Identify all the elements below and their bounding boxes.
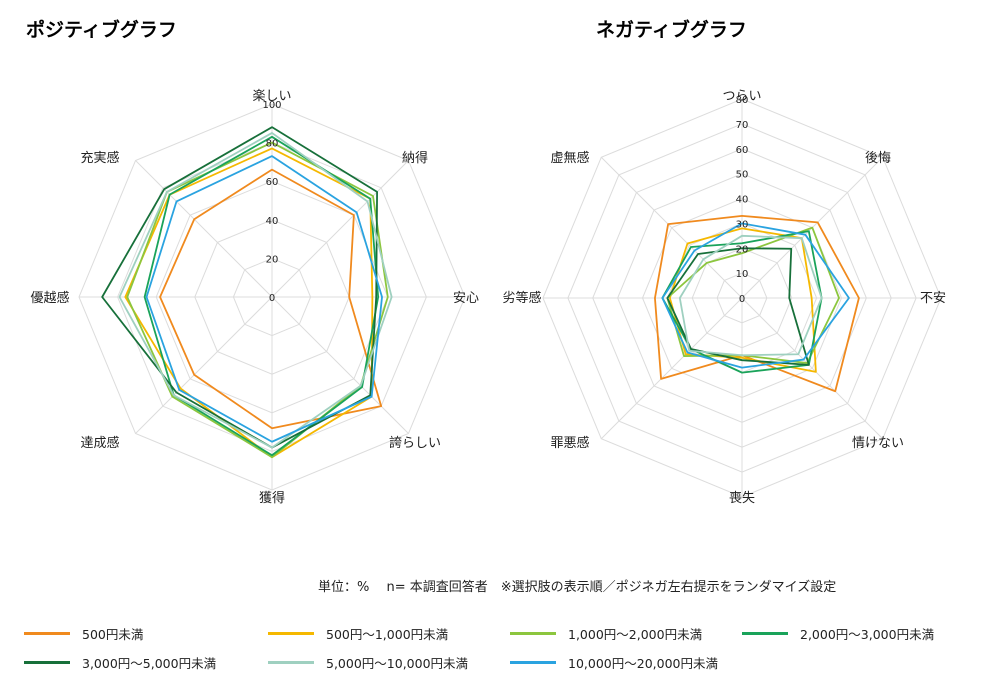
tick-label: 60 xyxy=(266,177,279,188)
axis-label: つらい xyxy=(722,89,761,104)
grid-spoke xyxy=(271,160,409,298)
tick-label: 80 xyxy=(736,95,749,106)
axis-label: 楽しい xyxy=(252,88,291,104)
legend-swatch xyxy=(268,631,314,635)
axis-label: 喪失 xyxy=(729,491,755,506)
tick-label: 20 xyxy=(266,254,279,265)
tick-label: 20 xyxy=(736,244,749,255)
series-line-2 xyxy=(668,227,817,373)
series-line-4 xyxy=(661,230,823,374)
legend-item: 3,000円〜5,000円未満 xyxy=(24,654,217,671)
tick-label: 100 xyxy=(262,100,281,111)
series-line-1 xyxy=(159,168,383,430)
legend-label: 3,000円〜5,000円未満 xyxy=(82,655,217,671)
axis-label: 情けない xyxy=(852,436,904,451)
legend-item: 10,000円〜20,000円未満 xyxy=(510,654,718,671)
grid-spoke xyxy=(135,160,273,298)
negative-radar-chart: ネガティブグラフ 0 10 20 30 40 50 60 70 80 つらい後悔不安情けない喪失… xyxy=(502,18,946,506)
tick-label: 10 xyxy=(736,269,749,280)
tick-label: 80 xyxy=(266,139,279,150)
legend-label: 5,000円〜10,000円未満 xyxy=(326,655,469,671)
legend-item: 1,000円〜2,000円未満 xyxy=(510,625,703,642)
tick-label: 40 xyxy=(736,195,749,206)
grid-spoke xyxy=(600,156,743,299)
legend-label: 1,000円〜2,000円未満 xyxy=(568,626,703,642)
positive-chart-title: ポジティブグラフ xyxy=(26,18,177,41)
grid-spoke xyxy=(135,296,273,434)
legend-swatch xyxy=(510,631,556,635)
tick-label: 40 xyxy=(266,216,279,227)
axis-label: 獲得 xyxy=(259,490,285,506)
axis-label: 納得 xyxy=(402,150,428,166)
series-line-7 xyxy=(145,155,383,443)
legend-label: 2,000円〜3,000円未満 xyxy=(800,626,935,642)
tick-label: 30 xyxy=(736,219,749,230)
series-line-5 xyxy=(666,247,810,366)
grid-spoke xyxy=(271,296,409,434)
axis-label: 劣等感 xyxy=(502,290,541,306)
legend-label: 10,000円〜20,000円未満 xyxy=(568,655,718,671)
legend-swatch xyxy=(24,660,70,664)
legend-label: 500円〜1,000円未満 xyxy=(326,626,449,642)
legend-swatch xyxy=(742,631,788,635)
grid-spoke xyxy=(600,297,743,440)
legend-item: 5,000円〜10,000円未満 xyxy=(268,654,469,671)
tick-label: 0 xyxy=(269,293,275,304)
series-line-6 xyxy=(678,234,823,357)
series-line-3 xyxy=(126,141,389,459)
axis-label: 罪悪感 xyxy=(550,435,589,451)
legend-swatch xyxy=(510,660,556,664)
grid-spoke xyxy=(741,297,884,440)
series-line-7 xyxy=(661,222,850,369)
tick-label: 70 xyxy=(736,120,749,131)
legend-swatch xyxy=(24,631,70,635)
footnote: 単位：% n= 本調査回答者 ※選択肢の表示順／ポジネガ左右提示をランダマイズ設… xyxy=(318,580,837,595)
tick-label: 0 xyxy=(739,294,745,305)
axis-label: 虚無感 xyxy=(550,150,589,166)
series-line-6 xyxy=(118,132,393,449)
axis-label: 充実感 xyxy=(80,150,119,166)
legend-item: 500円未満 xyxy=(24,625,144,642)
legend-item: 500円〜1,000円未満 xyxy=(268,625,449,642)
axis-label: 誇らしい xyxy=(389,435,441,451)
axis-label: 不安 xyxy=(920,291,946,306)
tick-label: 60 xyxy=(736,145,749,156)
axis-label: 優越感 xyxy=(30,290,69,306)
axis-label: 後悔 xyxy=(865,151,891,166)
axis-label: 安心 xyxy=(453,291,479,306)
legend-item: 2,000円〜3,000円未満 xyxy=(742,625,935,642)
series-line-4 xyxy=(143,135,380,457)
legend-swatch xyxy=(268,660,314,664)
negative-chart-title: ネガティブグラフ xyxy=(596,18,747,41)
axis-label: 達成感 xyxy=(80,435,119,451)
legend-label: 500円未満 xyxy=(82,626,144,642)
tick-label: 50 xyxy=(736,170,749,181)
